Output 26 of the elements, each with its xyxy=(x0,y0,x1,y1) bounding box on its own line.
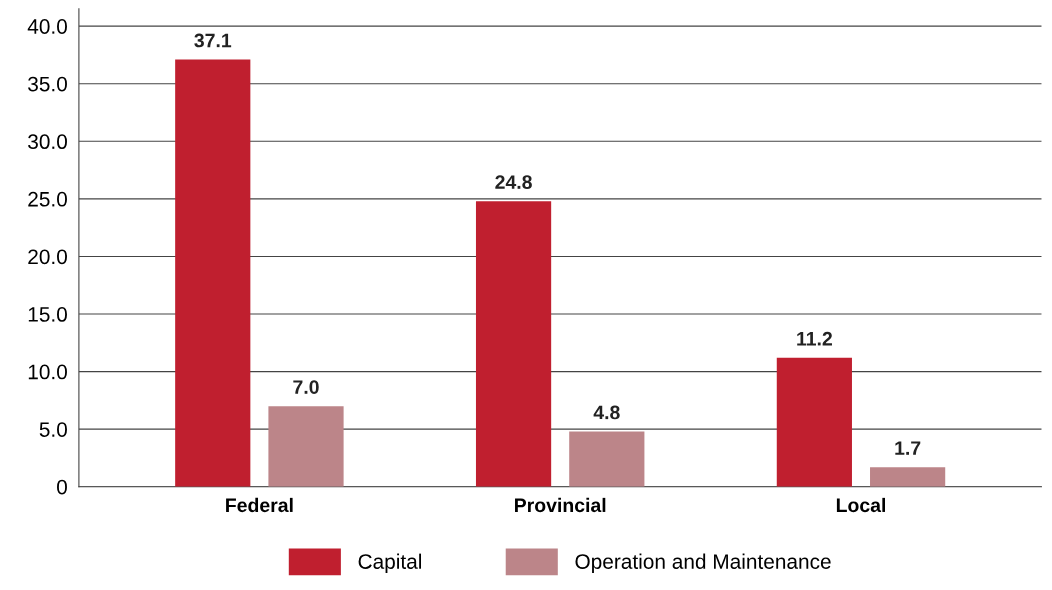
data-label: 7.0 xyxy=(293,380,319,394)
y-tick-label: 40.0 xyxy=(27,19,67,34)
bar xyxy=(175,59,251,487)
bar xyxy=(776,357,852,487)
data-label: 4.8 xyxy=(593,405,620,420)
x-tick-label: Local xyxy=(836,497,886,513)
data-label: 11.2 xyxy=(797,331,832,346)
y-tick-label: 35.0 xyxy=(28,76,67,92)
y-tick-label: 25.0 xyxy=(28,191,67,207)
y-tick-label: 0 xyxy=(57,479,67,495)
data-label: 37.1 xyxy=(194,33,232,48)
y-tick-label: 20.0 xyxy=(28,249,67,265)
y-tick-label: 30.0 xyxy=(28,134,67,150)
bar xyxy=(870,467,946,487)
y-tick-label: 15.0 xyxy=(28,307,67,322)
legend-label: Operation and Maintenance xyxy=(575,553,831,574)
y-tick-label: 5.0 xyxy=(39,422,67,437)
x-tick-label: Federal xyxy=(226,497,293,513)
legend-label: Capital xyxy=(358,553,422,574)
bar xyxy=(569,431,645,487)
data-label: 1.7 xyxy=(895,441,921,455)
bar xyxy=(475,201,552,487)
bar xyxy=(268,406,344,487)
y-tick-label: 10.0 xyxy=(28,364,67,380)
x-tick-label: Provincial xyxy=(515,497,606,513)
data-label: 24.8 xyxy=(495,175,532,189)
